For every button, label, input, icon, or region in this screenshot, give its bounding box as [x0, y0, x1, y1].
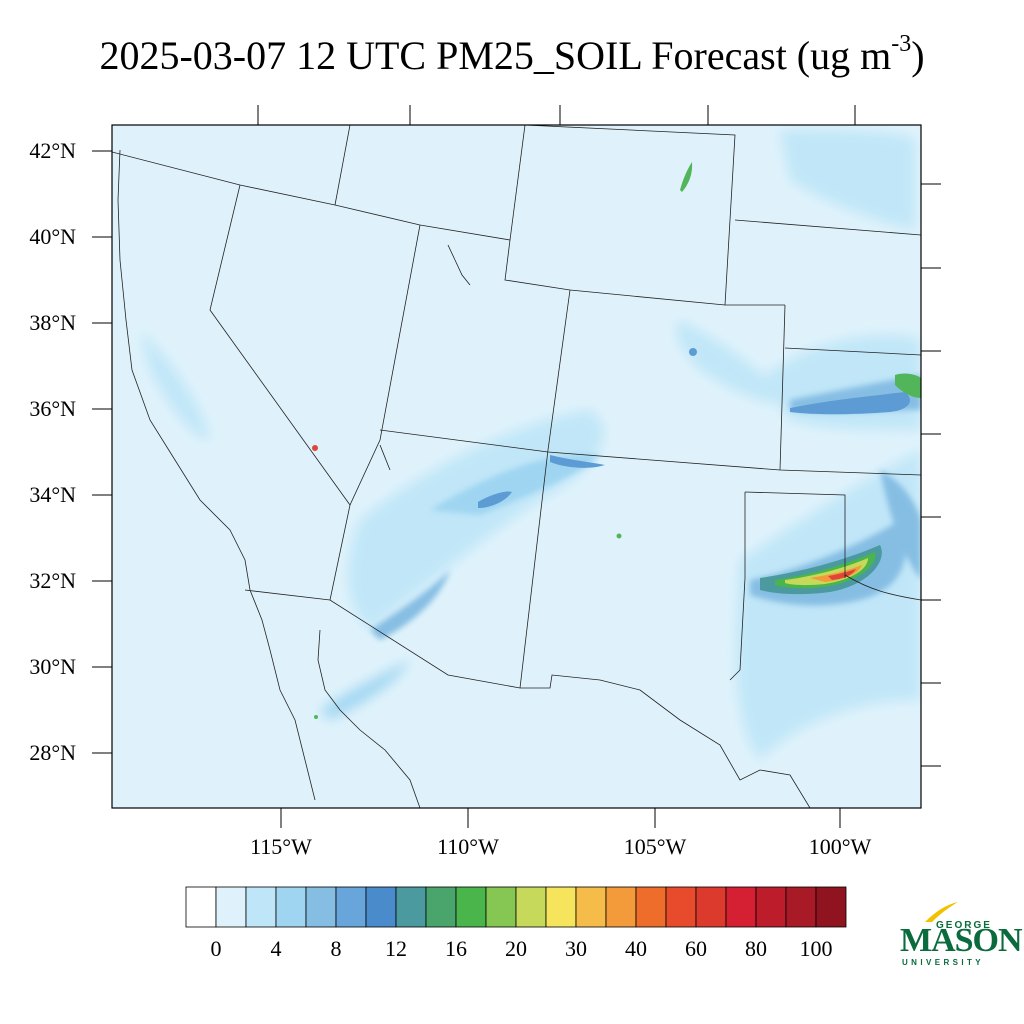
- border-ok-tx: [744, 491, 846, 578]
- plume-east-edge: [880, 470, 921, 580]
- border-ut-az-nm: [519, 289, 571, 689]
- plume-nm-core: [550, 455, 605, 468]
- colorbar-label: 20: [505, 936, 527, 961]
- lat-label: 36°N: [29, 396, 76, 421]
- plume-az-core: [478, 491, 512, 508]
- colorbar-swatch: [365, 886, 397, 928]
- colorbar-swatch: [515, 886, 547, 928]
- colorbar-label: 60: [685, 936, 707, 961]
- border-id-line: [334, 125, 351, 206]
- lake-salt: [447, 244, 471, 286]
- lat-label: 28°N: [29, 740, 76, 765]
- left-ticks: [92, 150, 112, 754]
- plume-texas-red: [828, 569, 856, 580]
- colorbar-label: 80: [745, 936, 767, 961]
- colorbar-swatch: [425, 886, 457, 928]
- colorbar: [185, 886, 847, 928]
- colorbar-swatch: [605, 886, 637, 928]
- border-red-river: [844, 574, 921, 601]
- colorbar-swatch: [815, 886, 847, 928]
- colorbar-swatch: [545, 886, 577, 928]
- lat-label: 32°N: [29, 568, 76, 593]
- plume-layer: [140, 130, 921, 760]
- colorbar-swatch: [215, 886, 247, 928]
- colorbar-label: 30: [565, 936, 587, 961]
- lon-label: 115°W: [250, 834, 312, 859]
- plume-colorado-spot: [689, 348, 697, 356]
- plume-north-broad: [780, 130, 915, 230]
- colorbar-label: 100: [799, 936, 833, 961]
- boundaries: [112, 125, 921, 808]
- border-tx-west: [729, 669, 741, 681]
- colorbar-swatch: [485, 886, 517, 928]
- logo-university: UNIVERSITY: [902, 958, 985, 967]
- plume-california-broad: [140, 330, 210, 440]
- right-ticks: [921, 183, 941, 767]
- colorbar-label: 4: [270, 936, 282, 961]
- border-nv-ut: [329, 224, 421, 601]
- colorbar-label: 16: [445, 936, 467, 961]
- map-frame: [111, 124, 922, 809]
- logo-swoosh-icon: [925, 902, 958, 922]
- gmu-logo: GEORGE MASON UNIVERSITY: [900, 900, 1023, 970]
- lat-label: 34°N: [29, 482, 76, 507]
- plume-baja-streak: [320, 660, 410, 720]
- border-nm-tx: [739, 492, 746, 671]
- lat-label: 40°N: [29, 224, 76, 249]
- coastline-gulf-of-california: [317, 629, 421, 808]
- colorbar-swatch: [725, 886, 757, 928]
- colorbar-swatch: [245, 886, 277, 928]
- colorbar-swatch: [575, 886, 607, 928]
- plume-kansas-green: [895, 373, 921, 398]
- lat-label: 42°N: [29, 138, 76, 163]
- lon-label: 100°W: [808, 834, 872, 859]
- top-ticks: [257, 105, 856, 125]
- colorbar-swatch: [305, 886, 337, 928]
- border-ks-ne: [784, 347, 921, 356]
- colorbar-label: 12: [385, 936, 407, 961]
- colorbar-swatch: [395, 886, 427, 928]
- colorbar-swatch: [455, 886, 487, 928]
- plume-baja-hotspot: [314, 715, 318, 719]
- plume-texas-orange: [810, 565, 862, 582]
- colorbar-label: 40: [625, 936, 647, 961]
- colorbar-swatch: [275, 886, 307, 928]
- border-ne-sd: [734, 219, 921, 236]
- plume-nevada-hotspot: [312, 445, 318, 451]
- border-co-ks: [779, 304, 786, 471]
- plume-nm-hotspot: [616, 533, 622, 539]
- plume-az-south-streak: [370, 570, 450, 640]
- coastline-pacific: [117, 149, 316, 801]
- plume-wyoming-hotspot: [680, 162, 693, 192]
- colorbar-label: 8: [330, 936, 342, 961]
- plume-texas-broad: [736, 450, 921, 760]
- page-title: 2025-03-07 12 UTC PM25_SOIL Forecast (ug…: [99, 30, 925, 78]
- colorbar-swatch: [755, 886, 787, 928]
- colorbar-swatch: [695, 886, 727, 928]
- colorbar-label: 0: [210, 936, 222, 961]
- border-ca-nv: [209, 184, 351, 506]
- lon-label: 105°W: [623, 834, 687, 859]
- logo-mason: MASON: [900, 922, 1023, 959]
- colorbar-swatch: [665, 886, 697, 928]
- logo-george: GEORGE: [936, 920, 992, 931]
- colorbar-swatch: [785, 886, 817, 928]
- border-colorado-river: [379, 444, 391, 471]
- plume-texas-yellowgreen: [785, 558, 868, 586]
- colorbar-swatch: [635, 886, 667, 928]
- border-us-mexico: [244, 589, 811, 808]
- border-az-ut-co-nm: [379, 429, 921, 476]
- colorbar-swatch: [185, 886, 217, 928]
- plume-colorado-broad: [676, 320, 790, 403]
- lat-label: 38°N: [29, 310, 76, 335]
- colorbar-swatch: [335, 886, 367, 928]
- lon-label: 110°W: [437, 834, 499, 859]
- lat-label: 30°N: [29, 654, 76, 679]
- plume-az-nm-medium: [430, 454, 600, 515]
- bottom-ticks: [280, 808, 841, 828]
- plume-kansas-core: [790, 392, 910, 415]
- border-wy: [524, 125, 736, 306]
- border-wy-id: [509, 125, 526, 241]
